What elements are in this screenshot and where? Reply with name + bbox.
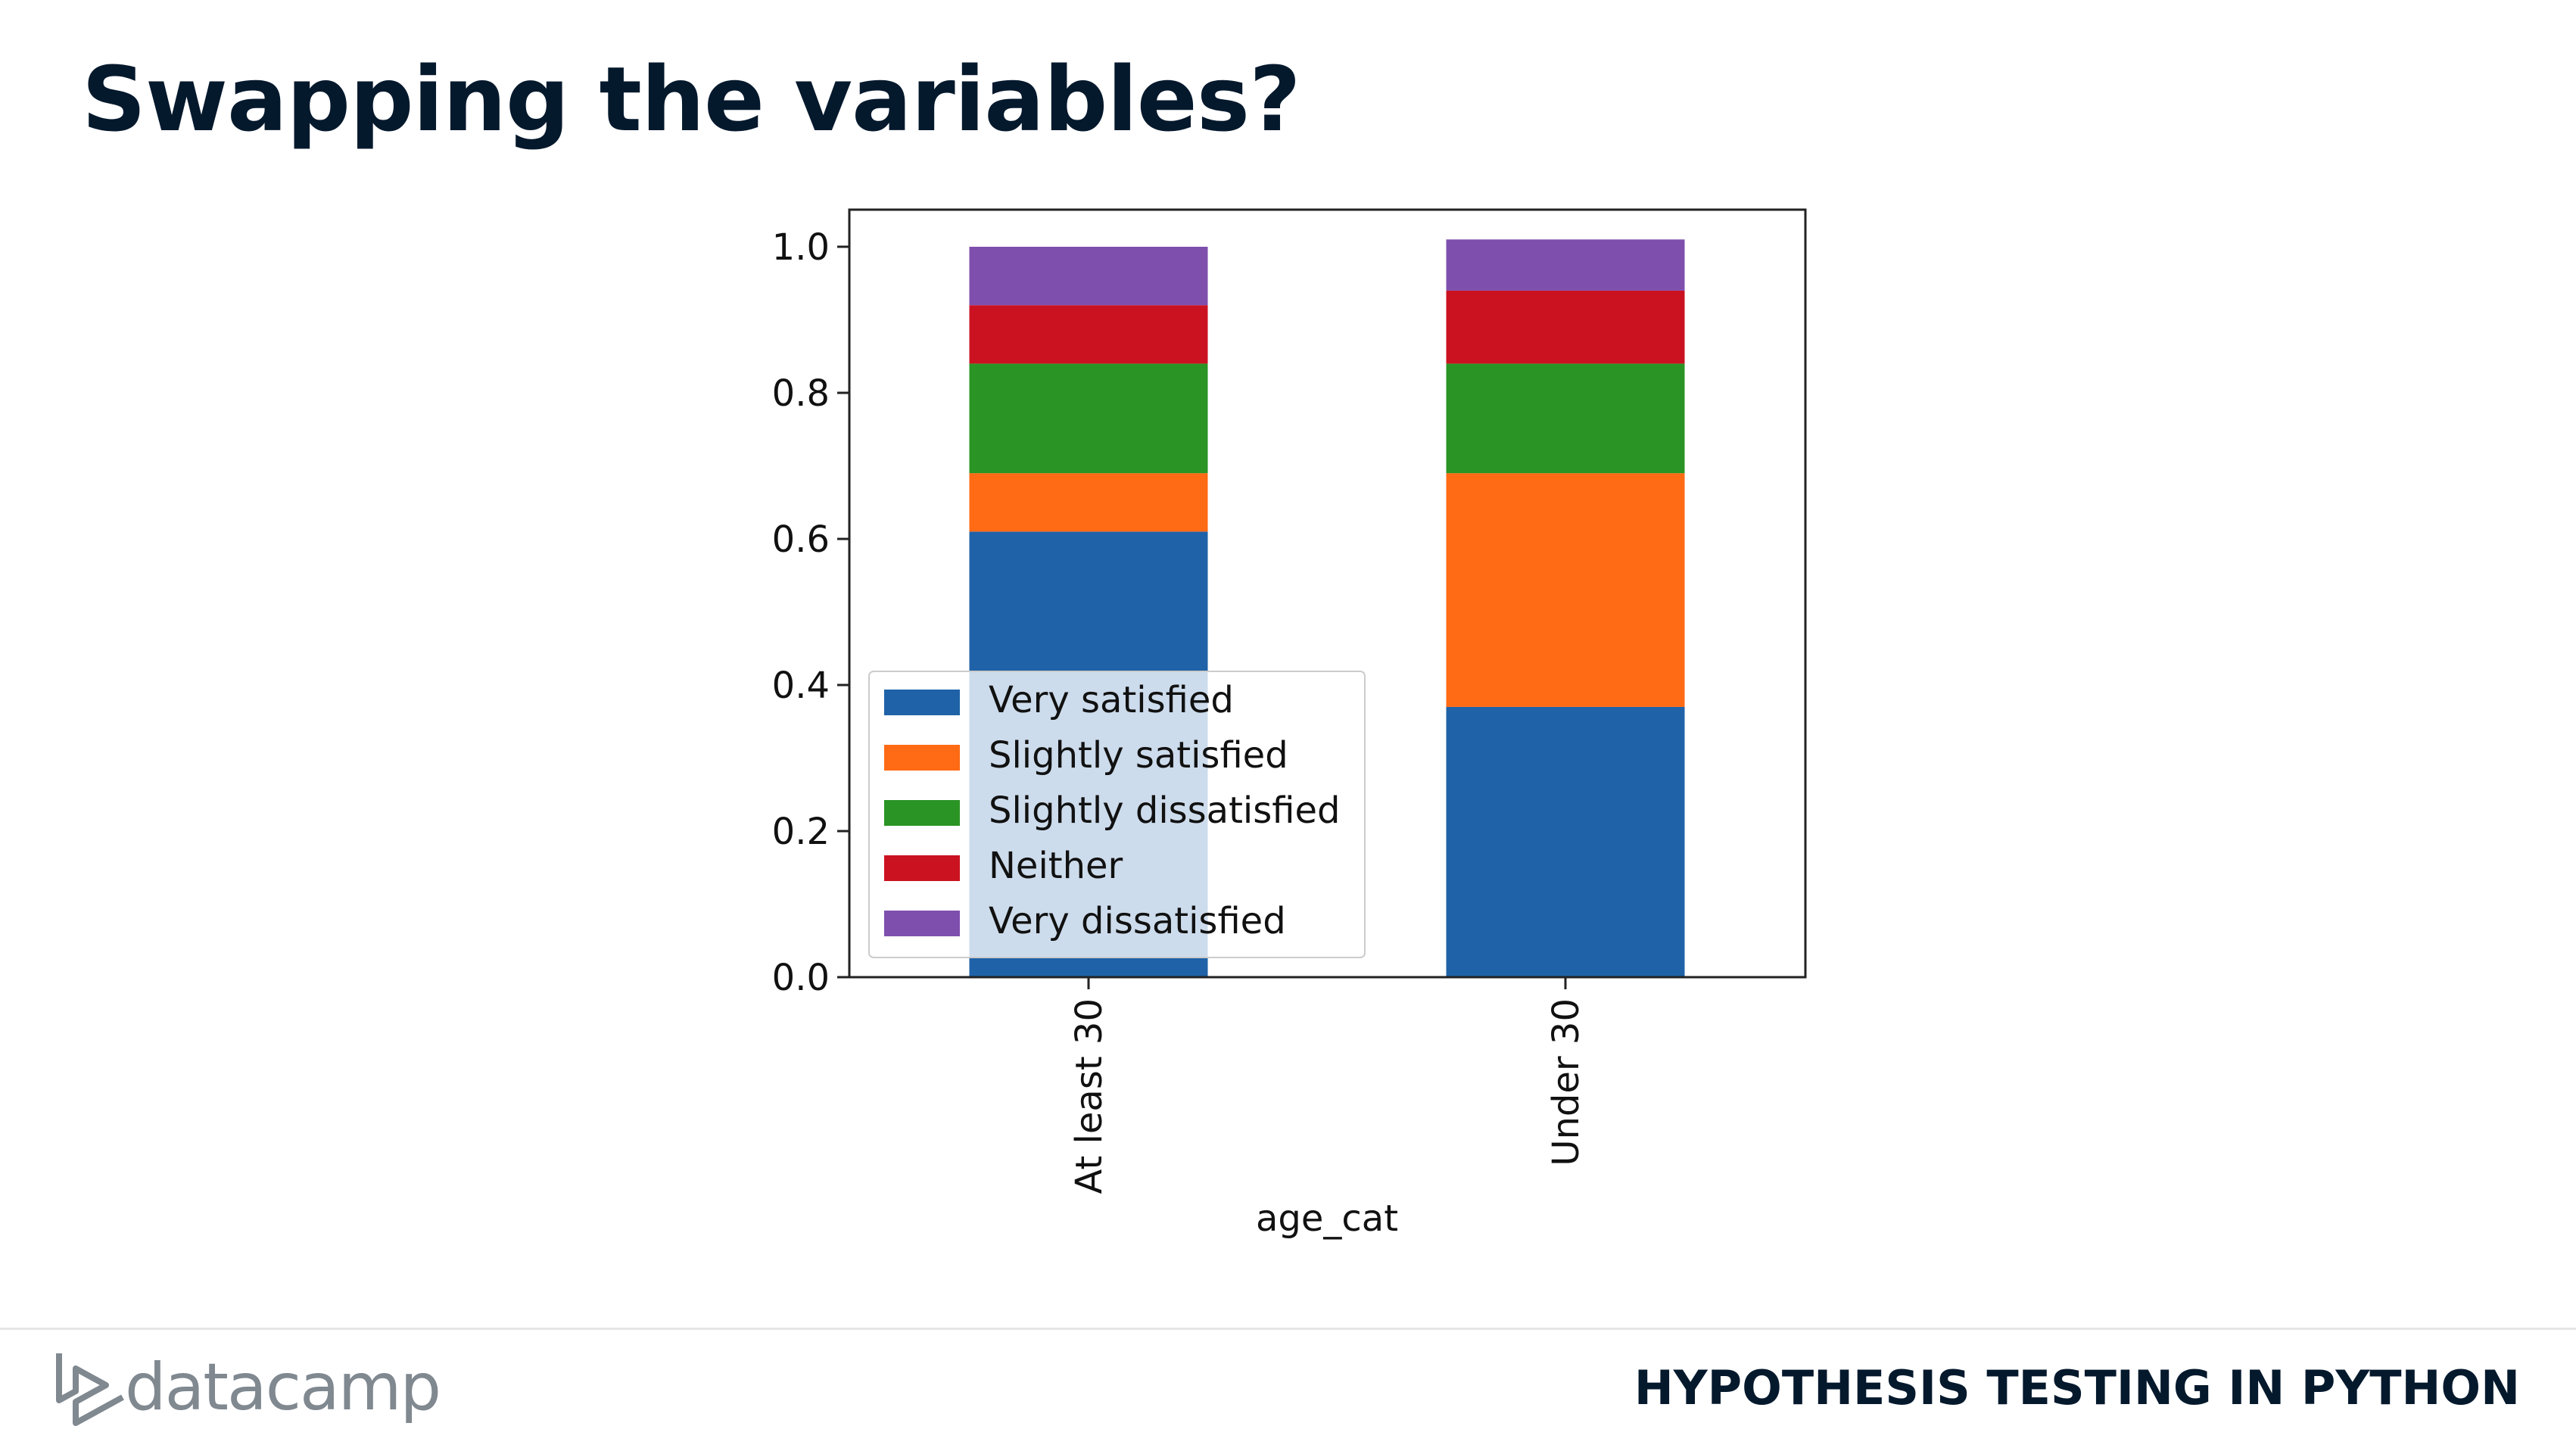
legend-label-neither: Neither bbox=[989, 845, 1123, 887]
course-title: HYPOTHESIS TESTING IN PYTHON bbox=[1634, 1360, 2520, 1415]
brand-name: datacamp bbox=[125, 1350, 441, 1425]
y-tick-label: 0.4 bbox=[772, 665, 830, 707]
bar-at-least-30-slightly-dissatisfied bbox=[969, 363, 1208, 474]
legend-label-slightly-satisfied: Slightly satisfied bbox=[989, 734, 1288, 777]
slide-title: Swapping the variables? bbox=[82, 47, 1301, 151]
legend-swatch-very-satisfied bbox=[884, 690, 960, 715]
bar-at-least-30-neither bbox=[969, 305, 1208, 364]
bar-at-least-30-very-dissatisfied bbox=[969, 247, 1208, 306]
legend-swatch-very-dissatisfied bbox=[884, 911, 960, 936]
legend-label-very-satisfied: Very satisfied bbox=[989, 679, 1234, 721]
x-tick-label: Under 30 bbox=[1545, 998, 1587, 1166]
stacked-bar-chart: 0.0 0.2 0.4 0.6 0.8 1.0 At least 30 Under 30 Ve… bbox=[772, 208, 1807, 1240]
bar-at-least-30-slightly-satisfied bbox=[969, 473, 1208, 532]
bar-under-30-slightly-satisfied bbox=[1446, 473, 1685, 707]
bar-under-30-neither bbox=[1446, 290, 1685, 364]
legend-label-very-dissatisfied: Very dissatisfied bbox=[989, 900, 1286, 942]
y-tick-label: 0.2 bbox=[772, 811, 830, 853]
bar-under-30-very-satisfied bbox=[1446, 706, 1685, 977]
y-tick-label: 0.8 bbox=[772, 372, 830, 415]
x-tick-label: At least 30 bbox=[1068, 998, 1110, 1194]
legend-swatch-slightly-dissatisfied bbox=[884, 800, 960, 826]
bar-under-30-very-dissatisfied bbox=[1446, 239, 1685, 291]
plot-frame bbox=[848, 208, 1807, 979]
bar-under-30-slightly-dissatisfied bbox=[1446, 363, 1685, 474]
datacamp-logo-icon bbox=[56, 1353, 124, 1426]
legend-swatch-neither bbox=[884, 855, 960, 881]
y-tick-label: 1.0 bbox=[772, 226, 830, 269]
y-tick-label: 0.6 bbox=[772, 518, 830, 561]
footer-divider bbox=[0, 1328, 2576, 1330]
y-tick-label: 0.0 bbox=[772, 957, 830, 999]
legend-label-slightly-dissatisfied: Slightly dissatisfied bbox=[989, 789, 1340, 832]
legend-swatch-slightly-satisfied bbox=[884, 745, 960, 771]
legend-box bbox=[868, 671, 1366, 958]
x-axis-label: age_cat bbox=[1256, 1197, 1398, 1240]
